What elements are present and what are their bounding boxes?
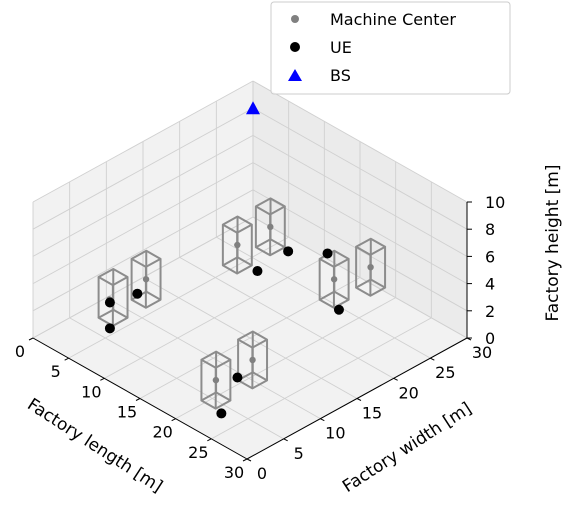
grid-line-wall-z (32, 135, 254, 257)
grid-line-floor-y (69, 317, 284, 440)
z-tick-label: 6 (485, 247, 495, 266)
legend-label-machine-center: Machine Center (330, 10, 456, 29)
point-machine-center (249, 356, 256, 364)
grid-line-wall-z (252, 216, 468, 339)
grid-line-wall-z (32, 189, 254, 312)
enclosure-bottom (318, 290, 350, 309)
grid-line-wall-z (32, 80, 254, 203)
y-tick-label: 30 (472, 343, 492, 362)
x-tick-label: 0 (15, 342, 25, 361)
grid-line-floor-y (179, 256, 394, 379)
point-machine-center (267, 223, 274, 231)
legend-marker-machine-center (291, 15, 299, 23)
point-machine-center (330, 276, 338, 283)
grid-line-wall-z (252, 189, 468, 312)
y-tick-mark (283, 438, 288, 442)
y-tick-mark (356, 398, 362, 401)
grid-line-wall-z (252, 107, 468, 230)
x-tick-label: 25 (188, 443, 208, 462)
grid-line-wall-z (252, 135, 468, 257)
grid-line-wall-z (252, 162, 468, 284)
legend-label-ue: UE (330, 38, 352, 57)
z-tick-label: 10 (485, 193, 505, 212)
y-tick-mark (393, 377, 398, 381)
y-tick-label: 10 (325, 424, 345, 443)
point-ue (104, 323, 115, 334)
grid-line-wall-z (32, 216, 254, 339)
legend-marker-bs (288, 69, 302, 81)
legend-label-bs: BS (330, 66, 351, 85)
legend: Machine Center UE BS (270, 1, 511, 95)
point-ue (252, 266, 263, 277)
x-tick-label: 15 (117, 403, 137, 422)
y-tick-mark (320, 418, 325, 422)
machine-enclosure (254, 197, 286, 257)
z-tick-label: 2 (485, 302, 495, 321)
machine-enclosure (237, 330, 269, 390)
z-tick-label: 0 (485, 329, 495, 348)
y-tick-label: 15 (362, 404, 382, 423)
enclosure-bottom (254, 238, 286, 257)
grid-line-wall-z (252, 80, 468, 203)
y-tick-label: 20 (398, 383, 418, 402)
x-tick-mark (207, 438, 212, 442)
enclosure-top (97, 268, 129, 287)
z-tick-label: 8 (485, 220, 495, 239)
point-ue (283, 246, 294, 257)
enclosure-bottom (237, 371, 268, 390)
point-ue (132, 288, 143, 299)
grid-line-floor-y (142, 277, 358, 399)
machine-enclosure (200, 350, 232, 410)
grid-line-wall-z (32, 107, 254, 230)
legend-marker-ue (290, 42, 300, 52)
y-axis-label: Factory width [m] (339, 399, 475, 497)
x-tick-mark (242, 458, 248, 462)
enclosure-bottom (355, 278, 387, 297)
machine-enclosure (318, 249, 350, 309)
y-tick-label: 5 (294, 444, 304, 463)
legend-frame (270, 1, 511, 95)
point-machine-center (234, 241, 241, 249)
x-tick-label: 30 (224, 463, 244, 482)
grid-line-wall-z (32, 162, 254, 284)
point-ue (216, 408, 227, 419)
x-tick-mark (171, 418, 176, 422)
point-machine-center (142, 276, 150, 283)
point-machine-center (367, 263, 374, 271)
x-axis-label: Factory length [m] (23, 395, 165, 497)
point-ue (322, 248, 333, 259)
x-tick-mark (135, 398, 141, 401)
machine-enclosure (221, 215, 253, 275)
x-tick-label: 20 (152, 423, 172, 442)
x-tick-mark (100, 377, 105, 381)
machine-enclosure (355, 237, 387, 297)
y-tick-label: 25 (435, 363, 455, 382)
point-machine-center (212, 376, 220, 384)
point-ue (333, 304, 344, 315)
x-tick-mark (28, 337, 34, 341)
data-marks (97, 101, 387, 419)
x-tick-label: 10 (81, 382, 101, 401)
enclosure-top (200, 350, 232, 369)
z-axis-label: Factory height [m] (543, 165, 563, 322)
y-tick-label: 0 (257, 464, 267, 483)
x-tick-label: 5 (51, 362, 61, 381)
point-ue (232, 372, 243, 383)
point-bs (246, 101, 260, 115)
y-tick-mark (430, 357, 435, 361)
point-ue (104, 297, 115, 308)
x-tick-mark (64, 357, 69, 361)
tick-marks (28, 201, 472, 462)
enclosure-top (254, 197, 286, 216)
grid-line-floor-y (106, 297, 321, 420)
y-tick-mark (246, 458, 252, 462)
z-tick-label: 4 (485, 275, 495, 294)
